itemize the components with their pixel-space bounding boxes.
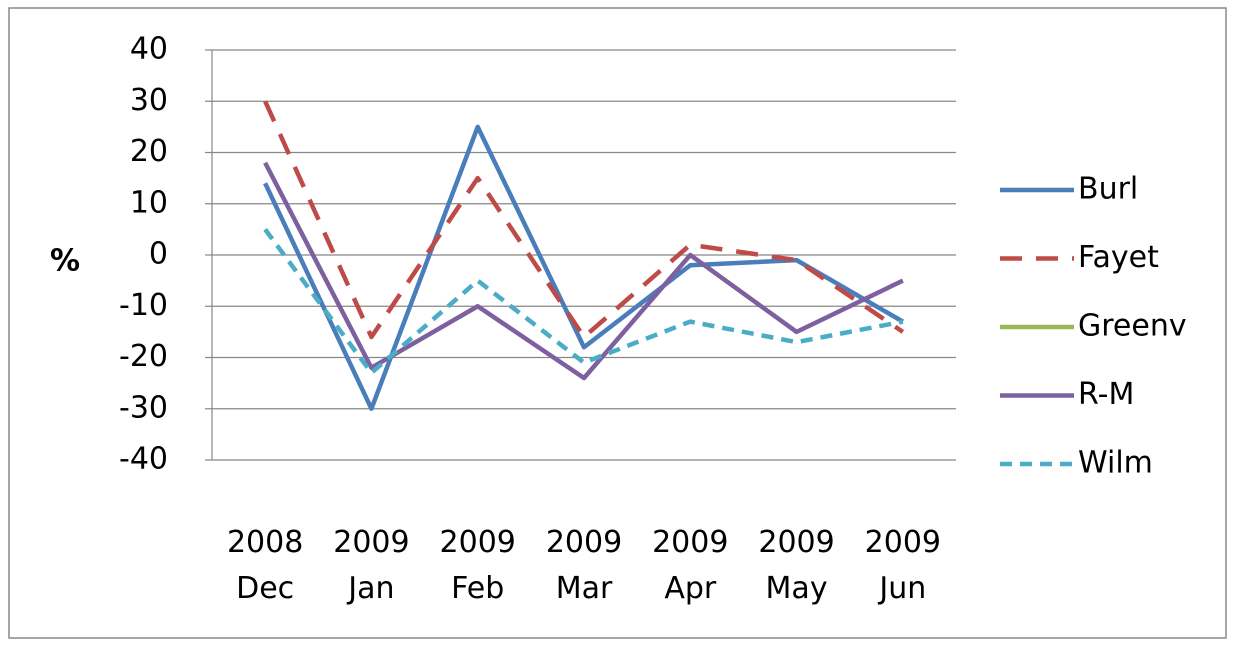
y-tick-label: 40 — [130, 32, 168, 67]
y-tick-label: -30 — [119, 390, 168, 425]
y-tick-label: -10 — [119, 288, 168, 323]
legend-label: Burl — [1078, 172, 1138, 207]
x-tick-label: 2009 Jan — [333, 525, 410, 606]
x-tick-label: 2009 May — [758, 525, 835, 606]
x-tick-label: 2009 Apr — [652, 525, 729, 606]
y-tick-label: 30 — [130, 83, 168, 118]
x-tick-label: 2009 Jun — [864, 525, 942, 606]
y-tick-label: 0 — [149, 237, 168, 272]
y-tick-label: -20 — [119, 339, 168, 374]
series-line — [263, 100, 905, 340]
legend-label: Wilm — [1078, 446, 1153, 481]
legend-label: Greenv — [1078, 309, 1187, 344]
series-line — [263, 124, 904, 411]
legend-label: Fayet — [1078, 240, 1159, 275]
x-tick-label: 2008 Dec — [226, 525, 304, 606]
y-tick-label: 20 — [130, 134, 168, 169]
series-line — [263, 161, 904, 381]
x-tick-label: 2009 Feb — [439, 525, 516, 606]
legend-label: R-M — [1078, 377, 1134, 412]
y-axis-label: % — [50, 244, 80, 279]
y-tick-label: -40 — [119, 442, 168, 477]
y-tick-label: 10 — [130, 185, 168, 220]
x-tick-label: 2009 Mar — [545, 525, 623, 606]
